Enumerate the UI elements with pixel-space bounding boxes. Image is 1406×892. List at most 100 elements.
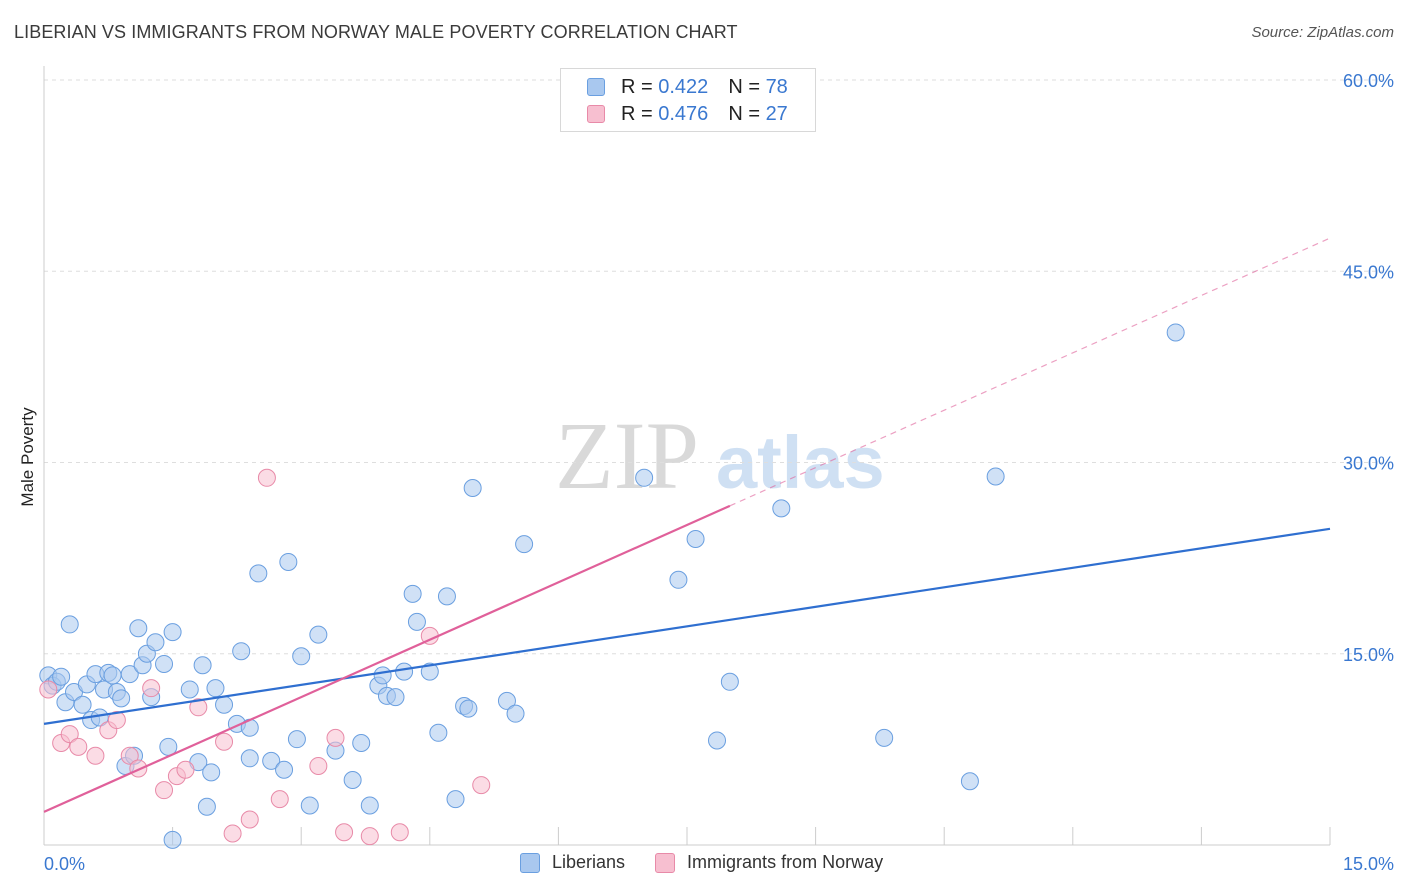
liberians-point: [60, 615, 79, 634]
norway-point: [335, 823, 354, 842]
norway-point: [86, 746, 105, 765]
liberians-point: [206, 679, 225, 698]
norway-swatch: [587, 105, 605, 123]
liberians-point: [275, 760, 294, 779]
liberians-n-value: 78: [765, 75, 788, 98]
norway-n-value: 27: [765, 102, 788, 125]
liberians-r-value: 0.422: [658, 75, 709, 98]
norway-point: [69, 737, 88, 756]
y-tick-label: 60.0%: [1343, 71, 1394, 91]
r-label: R =: [621, 75, 653, 98]
norway-point: [390, 823, 409, 842]
norway-legend-label: Immigrants from Norway: [687, 852, 884, 872]
n-label: N =: [728, 75, 760, 98]
liberians-point: [103, 666, 122, 685]
liberians-point: [232, 642, 251, 661]
liberians-point: [129, 619, 148, 638]
y-tick-labels: 15.0% 30.0% 45.0% 60.0%: [1343, 71, 1394, 665]
norway-point: [107, 711, 126, 730]
liberians-point: [215, 695, 234, 714]
liberians-point: [875, 728, 894, 747]
norway-point: [176, 760, 195, 779]
x-tick-label-max: 15.0%: [1343, 854, 1394, 874]
liberians-point: [180, 680, 199, 699]
liberians-point: [202, 763, 221, 782]
norway-point: [270, 790, 289, 809]
liberians-point: [407, 612, 426, 631]
norway-r-value: 0.476: [658, 102, 709, 125]
liberians-point: [112, 689, 131, 708]
liberians-point: [515, 535, 534, 554]
liberians-point: [287, 730, 306, 749]
liberians-point: [395, 662, 414, 681]
liberians-point: [146, 633, 165, 652]
liberians-legend-label: Liberians: [552, 852, 626, 872]
liberians-point: [429, 723, 448, 742]
trend-lines: [43, 237, 1331, 813]
norway-legend-swatch: [655, 852, 676, 873]
watermark-atlas: atlas: [716, 421, 885, 504]
liberians-point: [1166, 323, 1185, 342]
liberians-point: [309, 625, 328, 644]
norway-point: [142, 679, 161, 698]
liberians-point: [446, 790, 465, 809]
liberians-point: [386, 688, 405, 707]
watermark: ZIP atlas: [555, 402, 885, 509]
liberians-point: [262, 751, 281, 770]
norway-point: [215, 732, 234, 751]
legend-item-liberians: Liberians: [520, 852, 625, 873]
liberians-point: [249, 564, 268, 583]
n-label: N =: [728, 102, 760, 125]
norway-point: [60, 725, 79, 744]
norway-point: [309, 756, 328, 775]
liberians-point: [120, 665, 139, 684]
norway-point: [326, 728, 345, 747]
liberians-point: [73, 695, 92, 714]
liberians-point: [420, 662, 439, 681]
liberians-point: [343, 770, 362, 789]
liberians-point: [772, 499, 791, 518]
liberians-point: [459, 699, 478, 718]
liberians-point: [463, 479, 482, 497]
liberians-trend-line: [43, 527, 1331, 725]
liberians-point: [497, 691, 516, 710]
liberians-point: [279, 552, 298, 571]
norway-point: [129, 759, 148, 778]
watermark-zip: ZIP: [555, 402, 699, 509]
source-label: Source: ZipAtlas.com: [1251, 24, 1394, 41]
liberians-point: [197, 797, 216, 816]
y-tick-label: 30.0%: [1343, 454, 1394, 474]
liberians-point: [155, 654, 174, 673]
liberians-point: [193, 656, 212, 675]
legend-row-liberians: R = 0.422 N = 78: [587, 74, 788, 100]
norway-point: [189, 698, 208, 717]
liberians-point: [163, 830, 182, 849]
liberians-point: [635, 468, 654, 487]
liberians-point: [986, 467, 1005, 486]
axes: [43, 66, 1331, 846]
norway-point: [223, 824, 242, 843]
liberians-point: [960, 772, 979, 791]
liberians-point: [506, 704, 525, 723]
norway-point: [39, 680, 58, 699]
y-tick-label: 15.0%: [1343, 645, 1394, 665]
legend-row-norway: R = 0.476 N = 27: [587, 101, 788, 127]
series-legend: Liberians Immigrants from Norway: [520, 852, 913, 873]
norway-trend-line: [43, 504, 731, 813]
liberians-point: [292, 647, 311, 666]
liberians-point: [373, 666, 392, 685]
liberians-point: [352, 734, 371, 752]
norway-point: [257, 468, 276, 487]
norway-point: [155, 781, 174, 800]
legend-item-norway: Immigrants from Norway: [655, 852, 883, 873]
y-axis-label: Male Poverty: [18, 407, 37, 507]
liberians-point: [300, 796, 319, 815]
norway-point: [472, 776, 491, 795]
correlation-legend: R = 0.422 N = 78 R = 0.476 N = 27: [560, 68, 816, 132]
liberians-point: [669, 570, 688, 589]
y-tick-label: 45.0%: [1343, 262, 1394, 282]
liberians-swatch: [587, 78, 605, 96]
norway-point: [240, 810, 259, 829]
liberians-point: [720, 672, 739, 691]
